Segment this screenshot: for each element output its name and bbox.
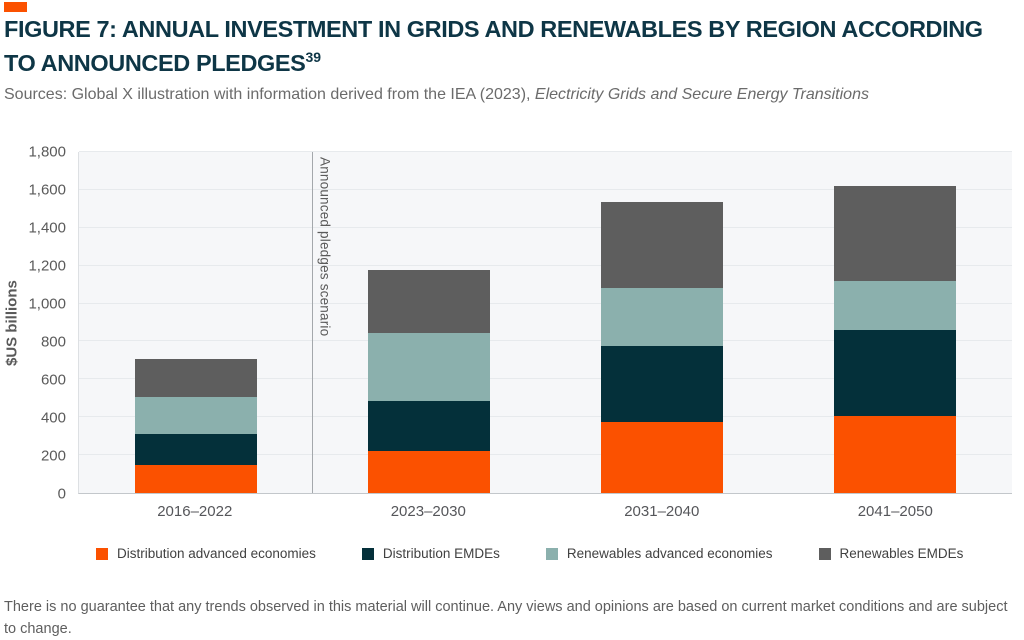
legend-swatch <box>545 547 558 560</box>
bar-segment <box>834 416 957 493</box>
stacked-bar <box>134 152 257 493</box>
bar-segment <box>601 421 724 493</box>
bar-group <box>779 152 1012 493</box>
bar-segment <box>367 332 490 402</box>
legend-item: Distribution advanced economies <box>96 546 316 561</box>
legend-item: Renewables advanced economies <box>545 546 773 561</box>
gridline <box>79 226 1012 228</box>
bar-segment <box>601 346 724 422</box>
gridline <box>79 302 1012 304</box>
legend-swatch <box>818 547 831 560</box>
bar-segment <box>367 270 490 333</box>
brand-accent-block <box>4 2 27 12</box>
y-axis-ticks: 0 200 400 600 800 1,000 1,200 1,400 1,600 1,800 <box>0 144 66 503</box>
bar-segment <box>134 434 257 465</box>
bar-group <box>546 152 779 493</box>
legend-label: Distribution advanced economies <box>117 546 316 561</box>
gridline <box>79 416 1012 418</box>
y-tick-label: 1,000 <box>28 295 66 313</box>
y-tick-label: 1,800 <box>28 143 66 161</box>
bar-segment <box>134 464 257 493</box>
bar-segment <box>367 451 490 493</box>
footnote-marker: 39 <box>305 49 322 65</box>
sources-prefix: Sources: Global X illustration with info… <box>4 86 535 103</box>
bar-segment <box>134 358 257 398</box>
legend-swatch <box>361 547 374 560</box>
gridline <box>79 151 1012 152</box>
legend-swatch <box>96 547 108 560</box>
bar-segment <box>834 280 957 331</box>
gridline <box>79 454 1012 456</box>
x-axis-ticks: 2016–2022 2023–2030 2031–2040 2041–2050 <box>78 503 1012 520</box>
disclaimer-text: There is no guarantee that any trends ob… <box>4 599 1008 637</box>
bar-segment <box>834 186 957 281</box>
x-tick-label: 2023–2030 <box>390 503 466 520</box>
legend-label: Distribution EMDEs <box>382 546 500 561</box>
gridline <box>79 378 1012 380</box>
sources-publication-title: Electricity Grids and Secure Energy Tran… <box>534 86 869 103</box>
stacked-bar <box>834 152 957 493</box>
y-tick-label: 600 <box>40 371 66 389</box>
figure-title-line1: FIGURE 7: ANNUAL INVESTMENT IN GRIDS AND… <box>4 16 983 42</box>
x-tick-label: 2016–2022 <box>157 503 233 520</box>
x-tick-label: 2031–2040 <box>624 503 700 520</box>
chart-legend: Distribution advanced economies Distribut… <box>96 546 963 561</box>
plot-area: Announced pledges scenario <box>78 151 1012 494</box>
bar-segment <box>601 288 724 347</box>
bar-segment <box>134 397 257 435</box>
y-tick-label: 200 <box>40 447 66 465</box>
y-tick-label: 400 <box>40 409 66 427</box>
bar-segment <box>601 202 724 289</box>
gridline <box>79 188 1012 190</box>
bar-segment <box>367 401 490 452</box>
stacked-bar <box>367 152 490 493</box>
figure-title: FIGURE 7: ANNUAL INVESTMENT IN GRIDS AND… <box>4 15 1020 77</box>
y-tick-label: 1,400 <box>28 219 66 237</box>
legend-label: Renewables EMDEs <box>839 546 964 561</box>
legend-label: Renewables advanced economies <box>566 546 773 561</box>
y-tick-label: 1,200 <box>28 257 66 275</box>
legend-item: Distribution EMDEs <box>361 546 500 561</box>
y-tick-label: 0 <box>57 485 66 503</box>
bar-group <box>79 152 312 493</box>
gridline <box>79 264 1012 266</box>
gridline <box>79 340 1012 342</box>
bar-segment <box>834 330 957 417</box>
stacked-bar <box>601 152 724 493</box>
y-tick-label: 800 <box>40 333 66 351</box>
y-tick-label: 1,600 <box>28 181 66 199</box>
scenario-divider-line <box>312 152 314 493</box>
legend-item: Renewables EMDEs <box>818 546 964 561</box>
bar-groups <box>79 152 1012 493</box>
scenario-annotation: Announced pledges scenario <box>317 157 333 337</box>
bar-group <box>312 152 545 493</box>
sources-line: Sources: Global X illustration with info… <box>4 86 1022 104</box>
x-tick-label: 2041–2050 <box>857 503 933 520</box>
figure-title-line2: TO ANNOUNCED PLEDGES <box>4 49 306 76</box>
